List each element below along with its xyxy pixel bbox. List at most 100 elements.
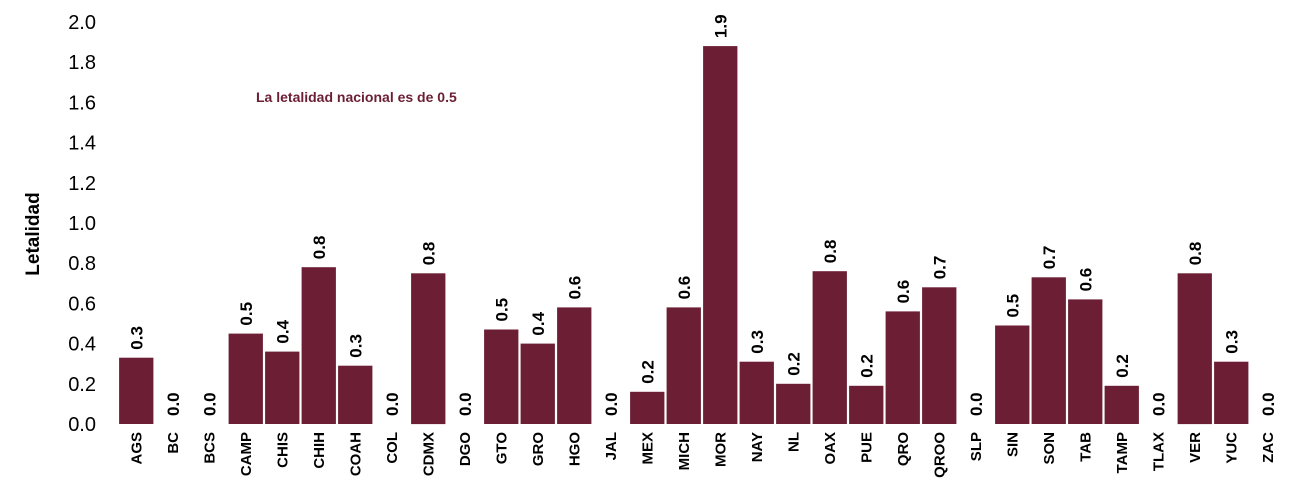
value-label: 0.6 (894, 280, 913, 304)
value-label: 0.2 (1113, 354, 1132, 378)
bar-pue (849, 385, 884, 424)
value-label: 0.8 (1186, 242, 1205, 266)
category-label: CHIS (274, 432, 291, 468)
category-label: QRO (895, 432, 912, 467)
y-axis-title: Letalidad (23, 192, 44, 275)
bar-gro (520, 343, 555, 424)
value-label: 0.0 (967, 392, 986, 416)
bar-ags (119, 357, 154, 424)
value-label: 0.3 (127, 326, 146, 350)
bar-nay (739, 361, 774, 424)
bar-sin (995, 325, 1030, 424)
bars (119, 46, 1249, 425)
y-tick-label: 0.4 (68, 334, 96, 356)
bar-nl (776, 383, 811, 424)
value-label: 0.0 (164, 392, 183, 416)
category-label: NL (785, 432, 802, 452)
category-label: SON (1041, 432, 1058, 465)
category-label: SLP (968, 432, 985, 461)
y-tick-label: 1.8 (68, 52, 96, 74)
category-labels: AGS BC BCS CAMP CHIS CHIH COAH COL CDMX DGO GTO GRO… (128, 432, 1277, 478)
category-label: TLAX (1150, 432, 1167, 471)
value-label: 0.0 (456, 392, 475, 416)
category-label: DGO (457, 432, 474, 467)
category-label: HGO (566, 432, 583, 467)
value-label: 0.0 (200, 392, 219, 416)
value-label: 0.6 (675, 276, 694, 300)
category-label: GTO (493, 432, 510, 465)
value-label: 0.3 (1222, 330, 1241, 354)
category-label: PUE (858, 432, 875, 463)
category-label: VER (1187, 432, 1204, 463)
y-tick-label: 1.6 (68, 92, 96, 114)
bar-qro (885, 311, 920, 424)
value-label: 1.9 (711, 14, 730, 38)
category-label: ZAC (1260, 432, 1277, 463)
value-label: 0.7 (930, 256, 949, 280)
bar-cdmx (411, 273, 446, 425)
category-label: BCS (201, 432, 218, 464)
y-tick-label: 1.2 (68, 173, 96, 195)
bar-chih (301, 267, 336, 424)
national-lethality-note: La letalidad nacional es de 0.5 (256, 89, 457, 105)
y-tick-label: 0.8 (68, 253, 96, 275)
category-label: COL (384, 432, 401, 464)
value-labels: 0.3 0.0 0.0 0.5 0.4 0.8 0.3 0.0 0.8 0.0 0.5 0.4 0.6 0… (127, 14, 1278, 416)
y-tick-label: 1.0 (68, 213, 96, 235)
category-label: JAL (603, 432, 620, 460)
value-label: 0.0 (602, 392, 621, 416)
category-label: TAMP (1114, 432, 1131, 473)
bar-mich (666, 307, 701, 424)
value-label: 0.2 (784, 352, 803, 376)
bar-qroo (922, 287, 957, 424)
category-label: SIN (1004, 432, 1021, 457)
bar-coah (338, 365, 373, 424)
bar-hgo (557, 307, 592, 424)
value-label: 0.8 (310, 236, 329, 260)
value-label: 0.0 (383, 392, 402, 416)
bar-tab (1068, 299, 1103, 424)
category-label: MEX (639, 432, 656, 465)
value-label: 0.4 (529, 311, 548, 335)
value-label: 0.2 (857, 354, 876, 378)
category-label: AGS (128, 432, 145, 465)
y-tick-label: 1.4 (68, 133, 96, 155)
category-label: OAX (822, 432, 839, 465)
category-label: MOR (712, 432, 729, 467)
bar-yuc (1214, 361, 1249, 424)
bar-mor (703, 46, 738, 424)
value-label: 0.8 (419, 242, 438, 266)
value-label: 0.5 (1003, 294, 1022, 318)
value-label: 0.6 (565, 276, 584, 300)
value-label: 0.4 (273, 319, 292, 343)
value-label: 0.0 (1149, 392, 1168, 416)
value-label: 0.7 (1040, 246, 1059, 270)
y-tick-label: 0.0 (68, 414, 96, 436)
bar-tamp (1104, 385, 1139, 424)
y-tick-label: 2.0 (68, 12, 96, 34)
category-label: QROO (931, 432, 948, 478)
value-label: 0.5 (492, 298, 511, 322)
category-label: CHIH (311, 432, 328, 469)
category-label: NAY (749, 432, 766, 462)
bar-ver (1177, 273, 1212, 425)
bar-oax (812, 271, 847, 424)
value-label: 0.3 (748, 330, 767, 354)
category-label: BC (165, 432, 182, 454)
bar-son (1031, 277, 1066, 424)
y-axis-ticks: 0.0 0.2 0.4 0.6 0.8 1.0 1.2 1.4 1.6 1.8 2.0 (68, 12, 96, 436)
value-label: 0.6 (1076, 268, 1095, 292)
y-tick-label: 0.2 (68, 374, 96, 396)
category-label: CDMX (420, 432, 437, 476)
category-label: CAMP (238, 432, 255, 476)
category-label: YUC (1223, 432, 1240, 464)
value-label: 0.8 (821, 240, 840, 264)
category-label: COAH (347, 432, 364, 476)
category-label: GRO (530, 432, 547, 467)
value-label: 0.2 (638, 360, 657, 384)
bar-camp (228, 333, 263, 424)
category-label: MICH (676, 432, 693, 470)
bar-mex (630, 391, 665, 424)
